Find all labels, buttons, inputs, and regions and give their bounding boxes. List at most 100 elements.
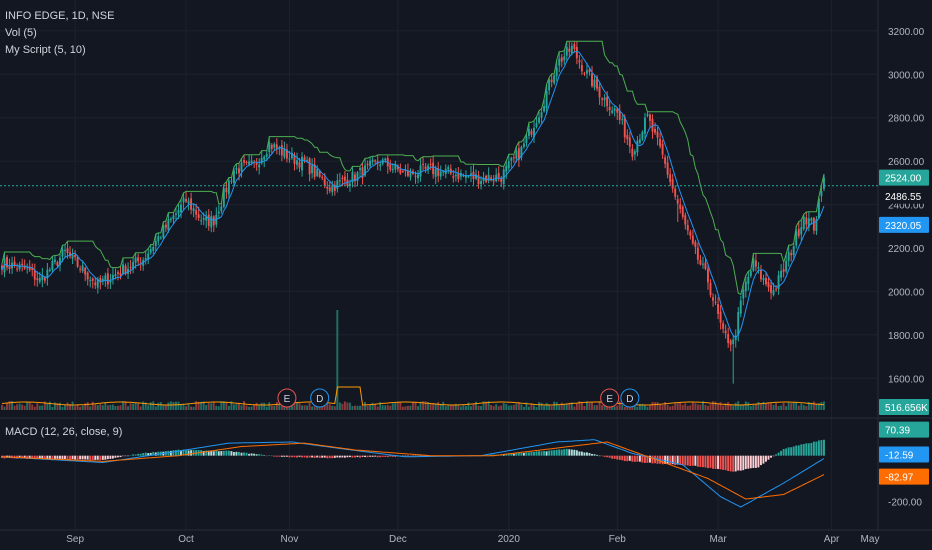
macd-hist-bar <box>359 455 361 458</box>
volume-bar <box>797 405 800 410</box>
time-tick-label: Apr <box>824 534 840 545</box>
candle <box>366 160 369 170</box>
candle-body <box>427 165 430 171</box>
volume-bar <box>744 401 747 410</box>
macd-hist-bar <box>283 455 286 457</box>
candle-body <box>245 161 248 163</box>
volume-bar <box>348 402 351 410</box>
candle <box>545 84 548 115</box>
macd-hist-bar <box>737 455 740 471</box>
macd-hist-bar <box>520 452 523 456</box>
macd-hist-bar <box>331 455 334 459</box>
volume-bar <box>6 402 8 410</box>
volume-bar <box>255 402 258 410</box>
volume-bar <box>142 401 145 410</box>
candle-body <box>230 180 233 182</box>
volume-ma-line <box>1 386 825 406</box>
candle-body <box>404 170 407 172</box>
macd-hist-bar <box>517 452 520 456</box>
volume-bar <box>323 405 326 410</box>
volume-bar <box>84 403 87 410</box>
candle-body <box>820 191 823 197</box>
candle <box>497 166 500 182</box>
macd-hist-bar <box>364 455 367 458</box>
volume-bar <box>187 404 190 410</box>
candle <box>23 259 26 270</box>
volume-bar <box>379 401 382 410</box>
fast-line-badge: 2320.05 <box>879 216 929 233</box>
candle <box>159 235 162 240</box>
macd-hist-bar <box>696 455 699 467</box>
volume-bar <box>36 403 39 410</box>
candle-body <box>285 149 288 159</box>
candle <box>205 210 208 229</box>
candle <box>409 168 412 181</box>
macd-hist-bar <box>651 455 654 464</box>
volume-bar <box>164 405 167 410</box>
candle <box>401 169 404 174</box>
candle <box>303 154 306 164</box>
time-tick-label: Dec <box>389 534 407 545</box>
candle-body <box>712 297 714 301</box>
candle <box>258 158 261 175</box>
volume-bar <box>429 402 432 410</box>
volume-bar <box>159 402 162 410</box>
volume-bar <box>691 401 694 410</box>
candle <box>696 242 699 265</box>
volume-bar <box>172 401 175 410</box>
candle <box>681 204 684 220</box>
candle-body <box>694 241 697 248</box>
candle <box>744 275 747 298</box>
macd-hist-bar <box>406 455 409 457</box>
macd-hist-bar <box>540 451 543 456</box>
volume-bar <box>134 403 137 410</box>
volume-bar <box>99 404 102 410</box>
time-tick-label: Feb <box>609 534 627 545</box>
candle-body <box>757 267 760 269</box>
candle-body <box>41 275 44 280</box>
candle <box>144 250 147 265</box>
candle <box>674 185 677 200</box>
candle-body <box>3 258 6 273</box>
volume-bar <box>464 405 467 410</box>
volume-bar <box>205 405 208 410</box>
candle <box>807 211 810 232</box>
macd-hist-bar <box>570 449 573 456</box>
candle-body <box>169 218 172 221</box>
macd-hist-bar <box>313 455 316 458</box>
candle <box>709 279 712 298</box>
candle <box>805 211 808 232</box>
macd-hist-bar <box>298 455 301 457</box>
candle <box>285 143 288 163</box>
candle-body <box>490 177 493 181</box>
macd-legend: MACD (12, 26, close, 9) <box>5 426 123 438</box>
candle <box>616 107 619 120</box>
candle-body <box>709 282 712 296</box>
volume-bar <box>815 404 818 410</box>
candle-body <box>303 157 306 162</box>
macd-hist-bar <box>346 455 349 458</box>
candle-body <box>31 267 34 270</box>
macd-hist-bar <box>174 450 177 456</box>
volume-bar <box>109 404 112 410</box>
volume-bar <box>238 403 240 410</box>
macd-hist-bar <box>770 455 772 458</box>
candle-body <box>422 164 425 166</box>
candle-body <box>770 285 772 293</box>
candle <box>437 162 440 183</box>
macd-hist-bar <box>316 455 319 458</box>
volume-bar <box>114 405 117 410</box>
candle <box>747 271 750 291</box>
candle <box>114 268 117 280</box>
volume-bar <box>167 402 170 410</box>
candle <box>603 94 606 108</box>
macd-hist-bar <box>643 455 646 463</box>
candle <box>235 163 238 175</box>
candle-body <box>89 280 92 282</box>
macd-hist-bar <box>134 454 137 456</box>
candle-body <box>467 176 470 178</box>
volume-bar <box>169 401 172 410</box>
macd-hist-bar <box>568 449 571 456</box>
volume-bar <box>212 402 215 410</box>
